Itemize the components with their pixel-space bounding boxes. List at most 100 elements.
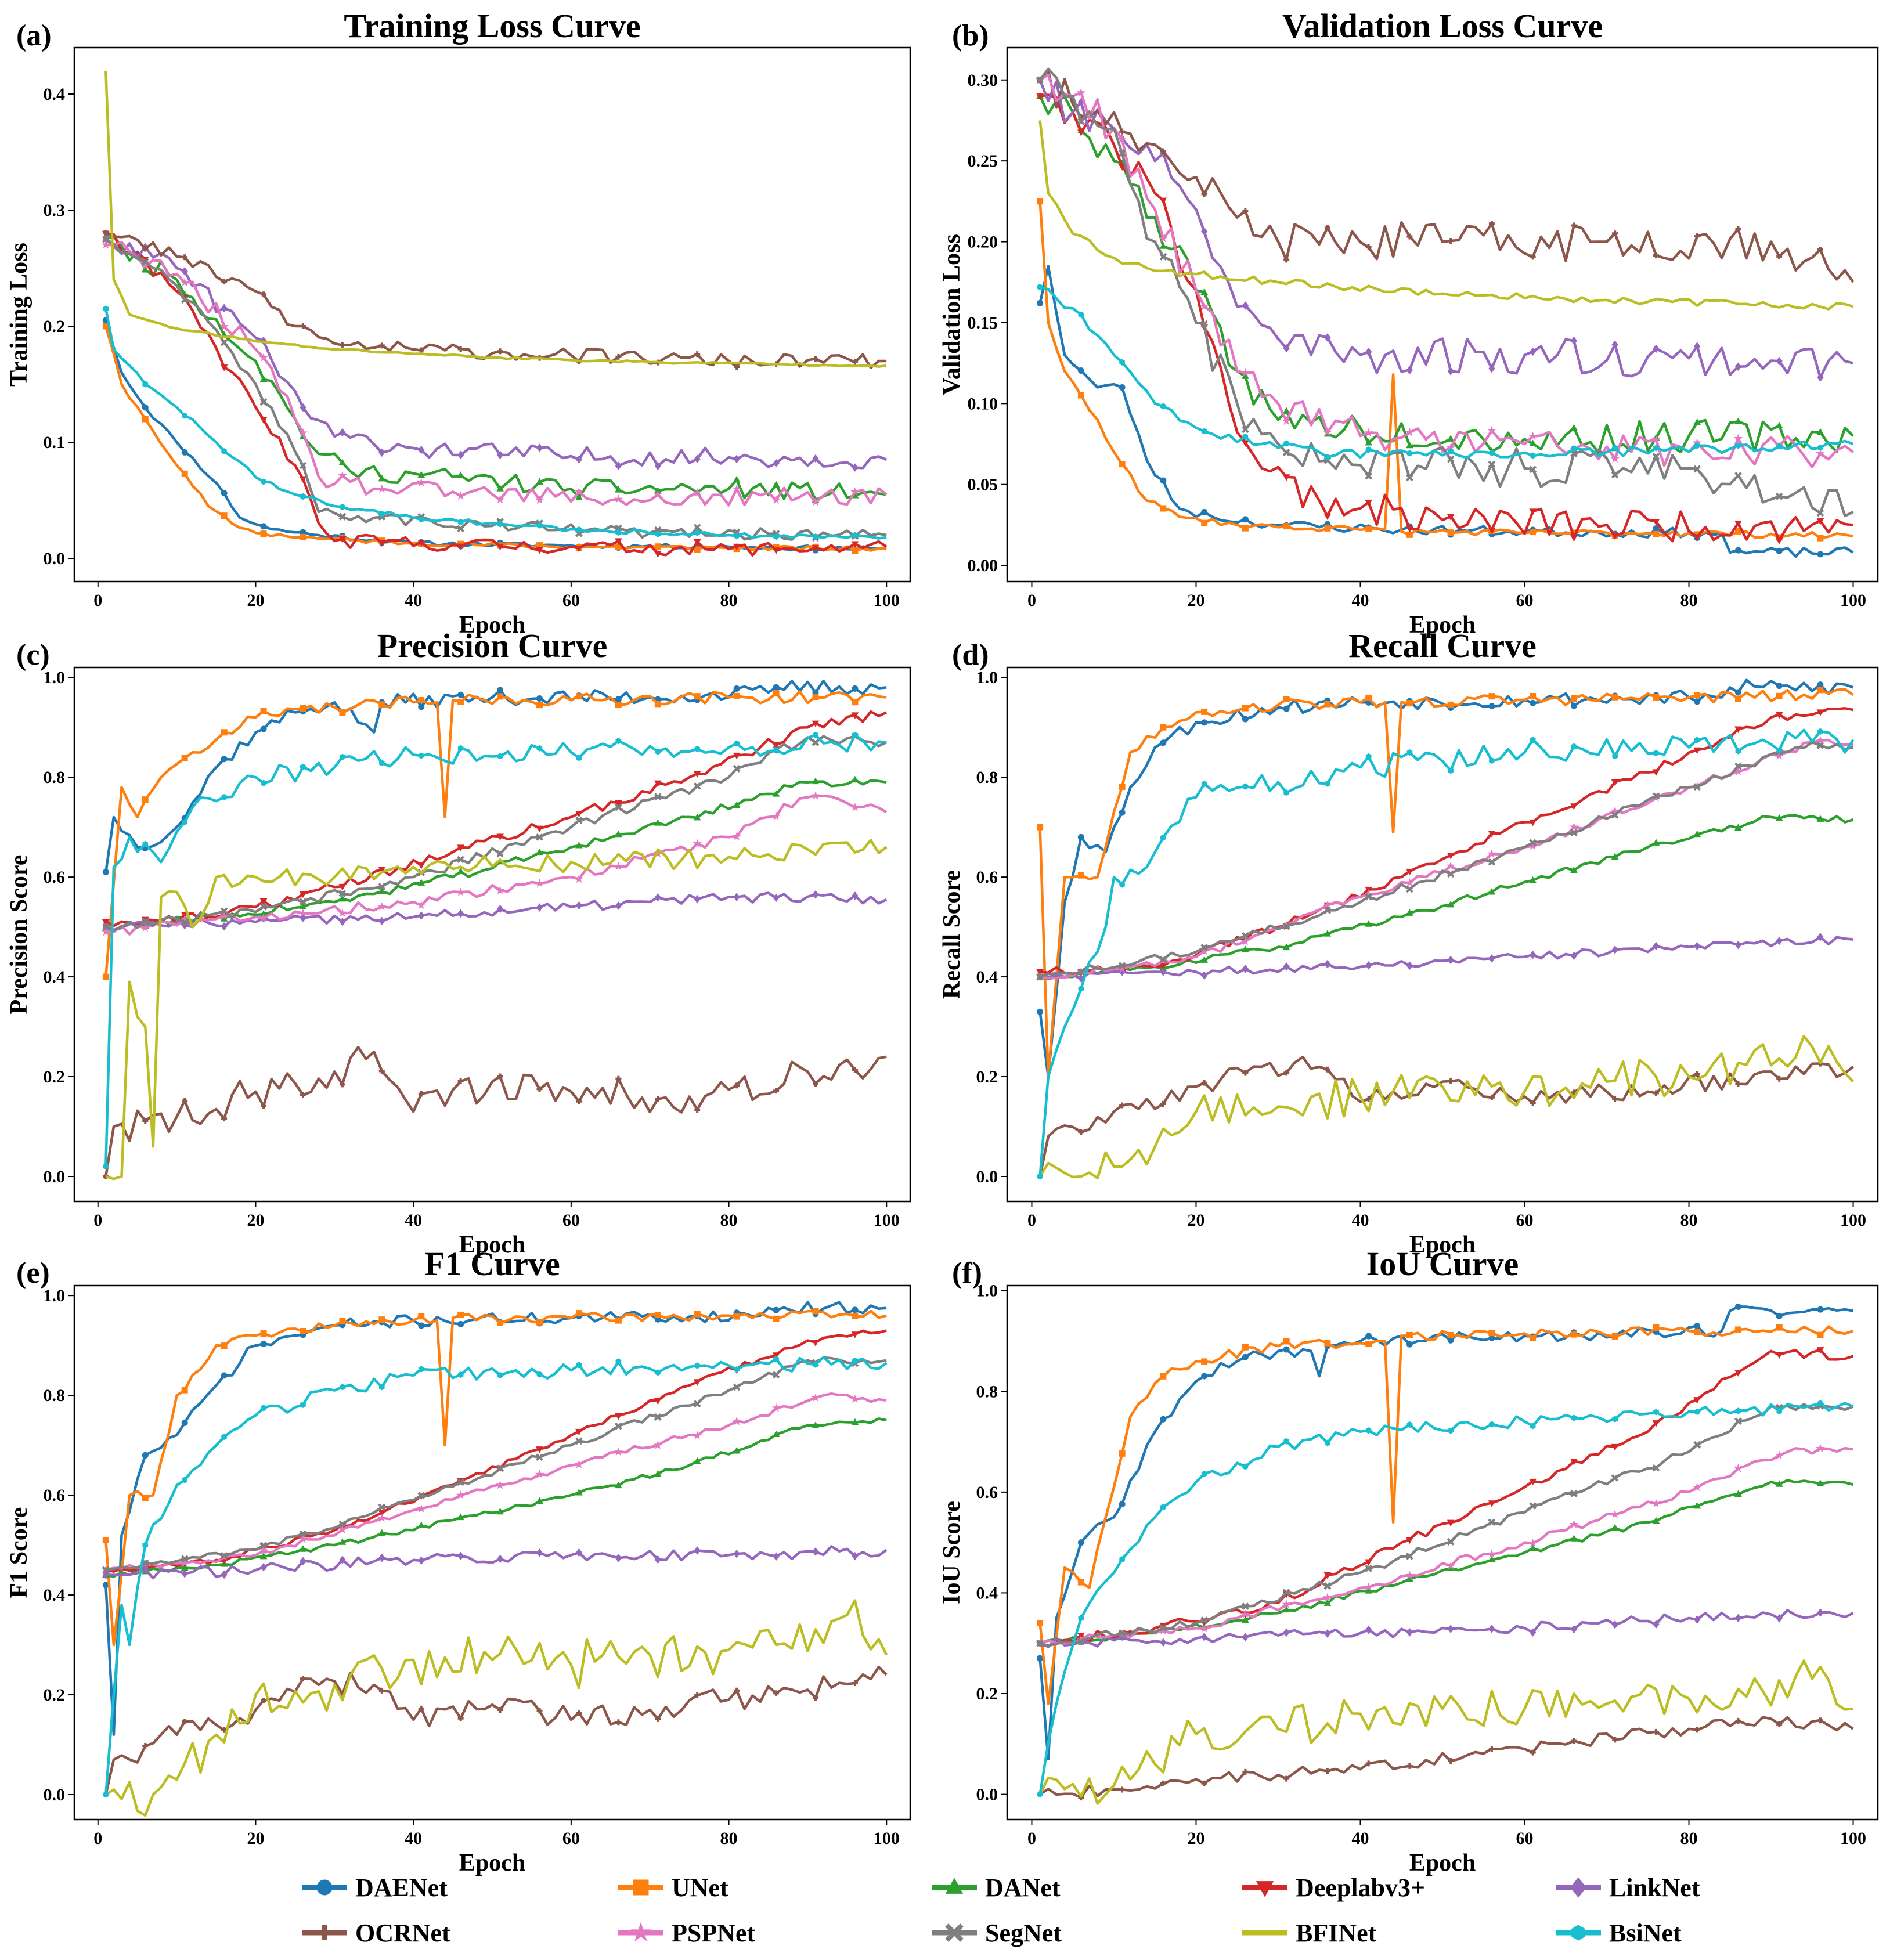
series-ocrnet	[1037, 69, 1855, 283]
data-point-danet	[1816, 1479, 1824, 1486]
data-point-pspnet	[377, 484, 387, 493]
data-point-pspnet	[377, 1513, 387, 1522]
data-point-deeplabv3plus	[1365, 1559, 1372, 1566]
series-line-danet	[105, 1417, 887, 1578]
y-tick-label: 0.8	[44, 768, 66, 787]
data-point-deeplabv3plus	[378, 1510, 386, 1517]
data-point-ocrnet	[182, 1098, 188, 1104]
data-point-segnet	[1365, 893, 1373, 901]
data-point-segnet	[575, 816, 583, 824]
data-point-segnet	[1611, 811, 1619, 819]
legend-entry-segnet: SegNet	[932, 1919, 1062, 1947]
data-point-ocrnet	[1119, 1786, 1126, 1793]
y-tick-label: 0.20	[968, 233, 998, 252]
data-point-ocrnet	[734, 1687, 740, 1694]
data-point-daenet	[457, 1320, 464, 1327]
data-point-daenet	[773, 684, 780, 691]
data-point-bsinet	[773, 747, 779, 754]
data-point-linknet	[654, 893, 661, 902]
data-point-segnet	[1036, 973, 1044, 981]
data-point-ocrnet	[261, 1697, 267, 1703]
chart-title: Training Loss Curve	[344, 7, 640, 45]
series-deeplabv3plus	[1036, 1347, 1854, 1648]
data-point-segnet	[259, 1542, 268, 1550]
y-tick-label: 0.8	[976, 768, 998, 787]
data-point-danet	[417, 879, 425, 886]
data-point-linknet	[1160, 1638, 1167, 1647]
data-point-unet	[1734, 695, 1741, 702]
data-point-danet	[417, 471, 425, 478]
chart-panel-e: F1 Curve (e) 0 20 40 60 80 100 0.0 0.2 0.4 0.6 0.8 1.…	[6, 1245, 911, 1876]
data-point-ocrnet	[1201, 191, 1207, 197]
data-point-segnet	[1734, 472, 1742, 479]
data-point-ocrnet	[1612, 230, 1618, 237]
data-point-danet	[1529, 876, 1537, 883]
data-point-ocrnet	[1694, 1727, 1700, 1733]
data-point-ocrnet	[261, 1103, 267, 1109]
data-point-bsinet	[615, 1358, 622, 1365]
data-point-linknet	[1694, 941, 1701, 951]
data-point-segnet	[1241, 932, 1249, 940]
data-point-unet	[773, 690, 780, 697]
data-point-bsinet	[734, 1366, 740, 1373]
data-point-linknet	[1447, 367, 1454, 376]
data-point-ocrnet	[1406, 233, 1413, 240]
data-point-segnet	[457, 856, 465, 864]
data-point-ocrnet	[378, 1068, 385, 1074]
legend-label: BFINet	[1296, 1919, 1377, 1947]
legend-marker	[633, 1879, 649, 1896]
data-point-linknet	[1653, 344, 1660, 353]
y-tick-label: 0.15	[968, 313, 998, 333]
data-point-unet	[1570, 1331, 1577, 1338]
data-point-unet	[733, 1313, 740, 1320]
data-point-deeplabv3plus	[851, 541, 859, 548]
data-point-bsinet	[221, 448, 227, 455]
data-point-linknet	[102, 1571, 109, 1580]
data-point-segnet	[733, 765, 741, 773]
data-point-linknet	[615, 461, 622, 470]
series-deeplabv3plus	[1036, 93, 1853, 544]
data-point-pspnet	[298, 428, 308, 437]
data-point-ocrnet	[1612, 1096, 1618, 1102]
chart-panel-d: Recall Curve (d) 0 20 40 60 80 100 0.0 0.2 0.4 0.6 0…	[939, 627, 1879, 1258]
data-point-unet	[1201, 1358, 1208, 1365]
x-tick-label: 40	[405, 591, 422, 610]
data-point-ocrnet	[1530, 1749, 1536, 1756]
data-point-unet	[300, 533, 306, 540]
data-point-linknet	[1530, 950, 1537, 959]
data-point-deeplabv3plus	[338, 883, 347, 891]
data-point-deeplabv3plus	[1406, 868, 1413, 876]
data-point-deeplabv3plus	[496, 543, 504, 551]
data-point-danet	[141, 266, 149, 273]
data-point-segnet	[1200, 944, 1209, 952]
data-point-bsinet	[1078, 985, 1084, 992]
series-line-deeplabv3plus	[105, 232, 888, 557]
data-point-pspnet	[1076, 88, 1086, 97]
data-point-unet	[773, 1315, 780, 1322]
data-point-segnet	[1529, 839, 1537, 847]
data-point-danet	[1652, 839, 1660, 846]
data-point-unet	[1530, 693, 1537, 700]
data-point-ocrnet	[1530, 254, 1536, 260]
data-point-linknet	[1817, 373, 1824, 382]
data-point-bsinet	[615, 738, 622, 745]
data-point-linknet	[1734, 940, 1742, 950]
legend-marker	[630, 1922, 651, 1941]
data-point-ocrnet	[576, 1098, 582, 1104]
data-point-daenet	[733, 685, 740, 692]
x-tick-label: 20	[247, 1829, 264, 1848]
data-point-segnet	[1529, 465, 1537, 474]
data-point-danet	[1693, 1501, 1701, 1509]
data-point-pspnet	[1405, 428, 1415, 436]
data-point-deeplabv3plus	[1693, 534, 1701, 542]
data-point-daenet	[418, 703, 425, 710]
series-daenet	[102, 1301, 887, 1737]
legend: DAENet UNet DANet Deeplabv3+ LinkNet OCRNet PS…	[302, 1874, 1700, 1947]
plot-area	[101, 70, 888, 558]
data-point-bsinet	[1530, 452, 1536, 459]
series-bfinet	[1038, 120, 1854, 311]
series-unet	[102, 1308, 887, 1647]
data-point-segnet	[417, 1492, 425, 1500]
data-point-danet	[812, 1421, 820, 1428]
legend-marker	[1571, 1925, 1585, 1941]
